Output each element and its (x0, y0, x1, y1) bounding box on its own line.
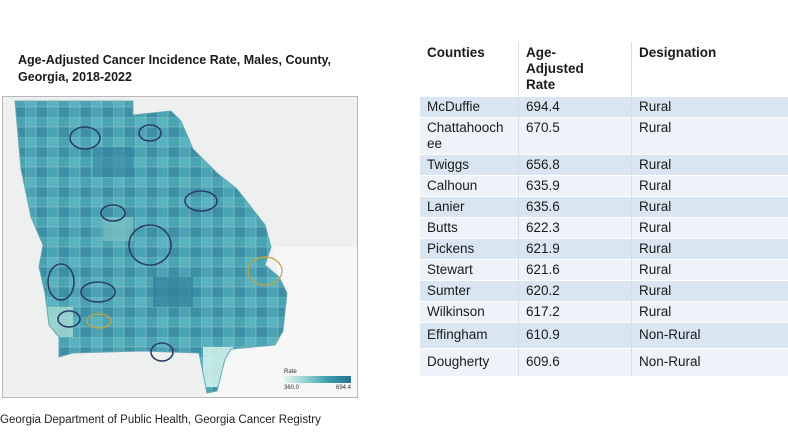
designation-cell: Rural (631, 154, 788, 176)
table-row: Stewart 621.6 Rural (420, 259, 788, 281)
rate-cell: 620.2 (518, 280, 632, 302)
county-cell-text: Chattahoochee (427, 120, 504, 151)
designation-cell: Rural (631, 301, 788, 323)
table-row: Dougherty 609.6 Non-Rural (420, 348, 788, 376)
designation-cell: Rural (631, 196, 788, 218)
highlight-circles (47, 124, 218, 362)
table-row: Wilkinson 617.2 Rural (420, 301, 788, 323)
county-cell: Twiggs (420, 154, 519, 176)
county-cell: Sumter (420, 280, 519, 302)
county-cell: Wilkinson (420, 301, 519, 323)
table-row: Butts 622.3 Rural (420, 217, 788, 239)
rate-cell: 635.9 (518, 175, 632, 197)
county-cell: Butts (420, 217, 519, 239)
rate-cell: 635.6 (518, 196, 632, 218)
designation-cell: Rural (631, 175, 788, 197)
designation-cell: Rural (631, 217, 788, 239)
rate-cell: 656.8 (518, 154, 632, 176)
table-row: Pickens 621.9 Rural (420, 238, 788, 260)
header-rate-label: Age-Adjusted Rate (526, 45, 584, 92)
rate-cell: 609.6 (518, 348, 632, 376)
rate-cell: 621.6 (518, 259, 632, 281)
county-cell: Pickens (420, 238, 519, 260)
georgia-map (2, 96, 358, 398)
county-cell: Stewart (420, 259, 519, 281)
table-row: Calhoun 635.9 Rural (420, 175, 788, 197)
table-row: Lanier 635.6 Rural (420, 196, 788, 218)
designation-cell: Rural (631, 238, 788, 260)
county-cell: McDuffie (420, 96, 519, 118)
header-designation: Designation (631, 42, 788, 97)
designation-cell: Non-Rural (631, 322, 788, 349)
map-title: Age-Adjusted Cancer Incidence Rate, Male… (18, 53, 332, 84)
designation-cell: Rural (631, 280, 788, 302)
county-rate-table: Counties Age-Adjusted Rate Designation M… (420, 42, 788, 376)
table-header-row: Counties Age-Adjusted Rate Designation (420, 42, 788, 97)
legend-color-bar (284, 376, 351, 383)
rate-cell: 617.2 (518, 301, 632, 323)
legend-title: Rate (284, 369, 297, 375)
table-row: Sumter 620.2 Rural (420, 280, 788, 302)
designation-cell: Rural (631, 259, 788, 281)
county-cell: Chattahoochee (420, 117, 519, 155)
rate-cell: 670.5 (518, 117, 632, 155)
header-rate: Age-Adjusted Rate (518, 42, 632, 97)
table-row: McDuffie 694.4 Rural (420, 96, 788, 118)
rate-cell: 622.3 (518, 217, 632, 239)
designation-cell: Rural (631, 117, 788, 155)
table-row: Chattahoochee 670.5 Rural (420, 117, 788, 155)
header-counties: Counties (420, 42, 519, 97)
county-cell: Calhoun (420, 175, 519, 197)
rate-cell: 694.4 (518, 96, 632, 118)
table-row: Effingham 610.9 Non-Rural (420, 322, 788, 349)
table-row: Twiggs 656.8 Rural (420, 154, 788, 176)
georgia-choropleth (3, 97, 357, 397)
legend-min: 360.0 (284, 385, 300, 391)
county-cell: Effingham (420, 322, 519, 349)
rate-cell: 621.9 (518, 238, 632, 260)
designation-cell: Non-Rural (631, 348, 788, 376)
legend-max: 694.4 (336, 385, 352, 391)
county-cell: Lanier (420, 196, 519, 218)
rate-cell: 610.9 (518, 322, 632, 349)
county-cell: Dougherty (420, 348, 519, 376)
designation-cell: Rural (631, 96, 788, 118)
source-citation: Georgia Department of Public Health, Geo… (0, 414, 321, 426)
